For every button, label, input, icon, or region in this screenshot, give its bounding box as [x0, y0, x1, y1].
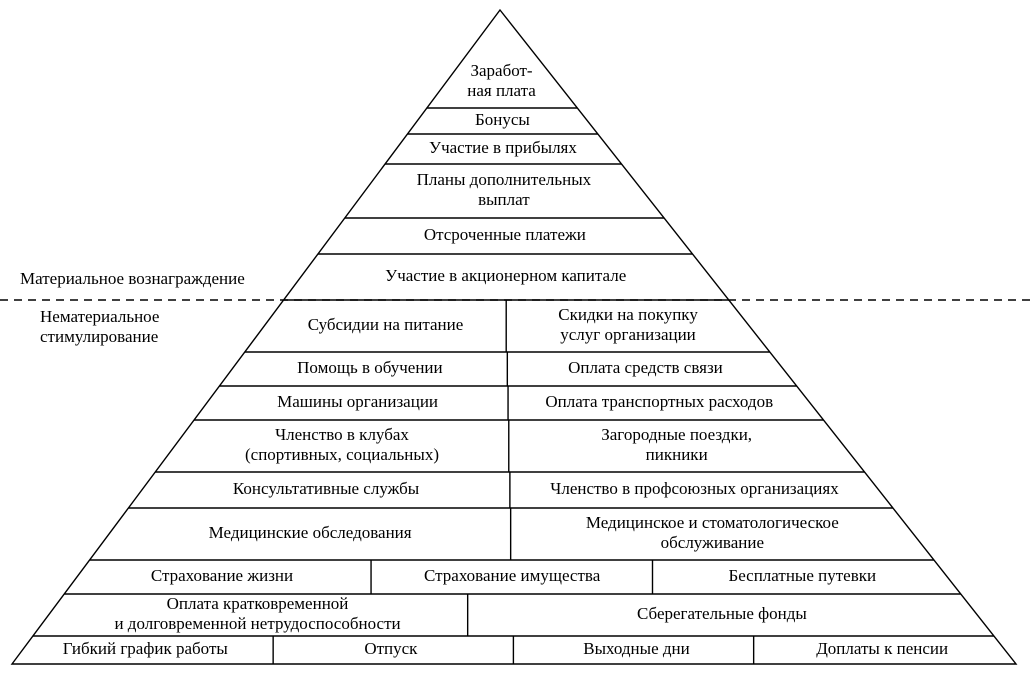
cell-label: Машины организации: [277, 392, 438, 411]
cell-label: Гибкий график работы: [63, 639, 229, 658]
cell-label: Оплата транспортных расходов: [545, 392, 773, 411]
cell-label: Планы дополнительныхвыплат: [417, 170, 592, 209]
cell-label: Помощь в обучении: [297, 358, 442, 377]
cell-label: Участие в прибылях: [429, 138, 577, 157]
cell-label: Бонусы: [475, 110, 530, 129]
cell-label: Отпуск: [364, 639, 418, 658]
cell-label: Участие в акционерном капитале: [385, 266, 626, 285]
cell-label: Оплата кратковременнойи долговременной н…: [114, 594, 400, 633]
cell-label: Бесплатные путевки: [728, 566, 876, 585]
cell-label: Загородные поездки,пикники: [601, 425, 752, 464]
cell-label: Заработ-ная плата: [467, 61, 536, 100]
cell-label: Скидки на покупкууслуг организации: [558, 305, 698, 344]
pyramid-diagram: Заработ-ная плата Бонусы Участие в прибыля…: [0, 0, 1033, 675]
cell-label: Консультативные службы: [233, 479, 420, 498]
cell-label: Медицинское и стоматологическоеобслужива…: [586, 513, 839, 552]
cell-label: Сберегательные фонды: [637, 604, 807, 623]
side-label-bottom: Нематериальноестимулирование: [40, 307, 159, 346]
cell-label: Страхование жизни: [151, 566, 293, 585]
cell-label: Медицинские обследования: [209, 523, 412, 542]
cell-label: Членство в клубах(спортивных, социальных…: [245, 425, 439, 464]
cell-label: Доплаты к пенсии: [816, 639, 948, 658]
cell-label: Субсидии на питание: [308, 315, 464, 334]
side-label-top: Материальное вознаграждение: [20, 269, 245, 288]
cell-label: Страхование имущества: [424, 566, 601, 585]
cell-label: Оплата средств связи: [568, 358, 723, 377]
cell-label: Отсроченные платежи: [424, 225, 586, 244]
cell-label: Членство в профсоюзных организациях: [550, 479, 839, 498]
cell-label: Выходные дни: [583, 639, 689, 658]
